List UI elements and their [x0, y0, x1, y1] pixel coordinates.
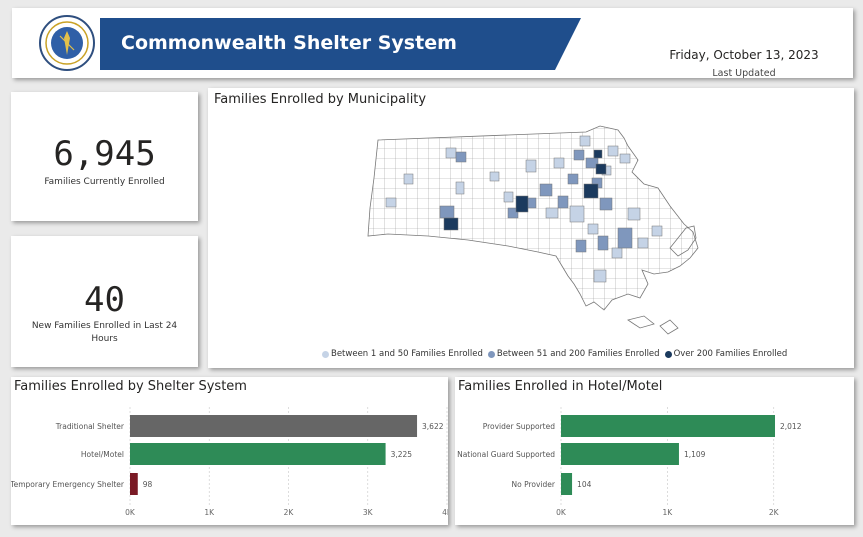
shelter-system-chart-card: Families Enrolled by Shelter System 0K 1K… — [11, 377, 448, 525]
report-date: Friday, October 13, 2023 — [669, 48, 819, 62]
hotel-bar[interactable] — [561, 415, 776, 437]
legend-item-high: Over 200 Families Enrolled — [664, 349, 788, 359]
hotel-x-tick-label: 1K — [663, 508, 674, 517]
high-enrollment-towns — [443, 149, 607, 231]
new-families-label: New Families Enrolled in Last 24 Hours — [31, 321, 178, 344]
hotel-bar[interactable] — [561, 473, 573, 495]
legend-item-low: Between 1 and 50 Families Enrolled — [322, 349, 483, 359]
shelter-category-label: Traditional Shelter — [55, 422, 125, 431]
shelter-x-tick-label: 3K — [363, 508, 374, 517]
families-enrolled-value: 6,945 — [53, 134, 156, 174]
families-enrolled-kpi-card: 6,945 Families Currently Enrolled — [11, 92, 198, 221]
shelter-category-label: Temporary Emergency Shelter — [11, 480, 125, 489]
shelter-x-tick-label: 4K — [442, 508, 448, 517]
legend-swatch-low — [322, 350, 329, 358]
shelter-category-label: Hotel/Motel — [81, 450, 124, 459]
shelter-x-tick-label: 2K — [284, 508, 295, 517]
header-banner — [100, 18, 581, 70]
massachusetts-map[interactable] — [208, 88, 854, 368]
hotel-category-label: Provider Supported — [483, 422, 556, 431]
legend-label-low: Between 1 and 50 Families Enrolled — [331, 349, 483, 359]
map-legend: Between 1 and 50 Families Enrolled Betwe… — [322, 349, 792, 359]
mid-enrollment-towns — [439, 149, 633, 253]
shelter-x-tick-label: 1K — [204, 508, 215, 517]
hotel-category-label: National Guard Supported — [457, 450, 555, 459]
map-title: Families Enrolled by Municipality — [214, 92, 427, 107]
header-card: Friday, October 13, 2023 Last Updated — [12, 8, 853, 79]
shelter-system-bar-chart: 0K 1K 2K 3K 4K Traditional Shelter 3,622 Hotel/… — [11, 407, 448, 517]
legend-label-high: Over 200 Families Enrolled — [673, 349, 788, 359]
page-title: Commonwealth Shelter System — [121, 32, 457, 54]
hotel-data-label: 2,012 — [780, 422, 802, 431]
hotel-motel-chart-card: Families Enrolled in Hotel/Motel 0K 1K 2K P… — [455, 377, 854, 525]
hotel-x-tick-label: 0K — [556, 508, 567, 517]
families-enrolled-label: Families Currently Enrolled — [44, 177, 165, 187]
hotel-motel-bar-chart: 0K 1K 2K Provider Supported 2,012 National Gu… — [457, 407, 802, 517]
low-enrollment-towns — [385, 135, 663, 283]
new-families-value: 40 — [84, 280, 125, 320]
legend-swatch-mid — [487, 350, 495, 358]
last-updated-label: Last Updated — [712, 68, 776, 79]
shelter-data-label: 3,225 — [391, 450, 413, 459]
hotel-bar[interactable] — [561, 443, 679, 465]
legend-item-mid: Between 51 and 200 Families Enrolled — [487, 349, 660, 359]
hotel-data-label: 104 — [577, 480, 592, 489]
hotel-data-label: 1,109 — [684, 450, 706, 459]
shelter-data-label: 98 — [143, 480, 153, 489]
massachusetts-seal-icon — [39, 15, 95, 71]
hotel-motel-chart-title: Families Enrolled in Hotel/Motel — [458, 379, 663, 394]
shelter-bar[interactable] — [130, 443, 386, 465]
legend-label-mid: Between 51 and 200 Families Enrolled — [496, 349, 660, 359]
shelter-x-tick-label: 0K — [125, 508, 136, 517]
shelter-system-chart-title: Families Enrolled by Shelter System — [14, 379, 247, 394]
new-families-kpi-card: 40 New Families Enrolled in Last 24 Hour… — [11, 236, 198, 367]
municipality-map-card: Families Enrolled by Municipality — [208, 88, 854, 368]
shelter-bar[interactable] — [130, 415, 418, 437]
state-outline — [367, 125, 699, 311]
shelter-bar[interactable] — [130, 473, 138, 495]
hotel-category-label: No Provider — [512, 480, 556, 489]
legend-swatch-high — [664, 350, 672, 358]
shelter-data-label: 3,622 — [422, 422, 444, 431]
hotel-x-tick-label: 2K — [769, 508, 780, 517]
